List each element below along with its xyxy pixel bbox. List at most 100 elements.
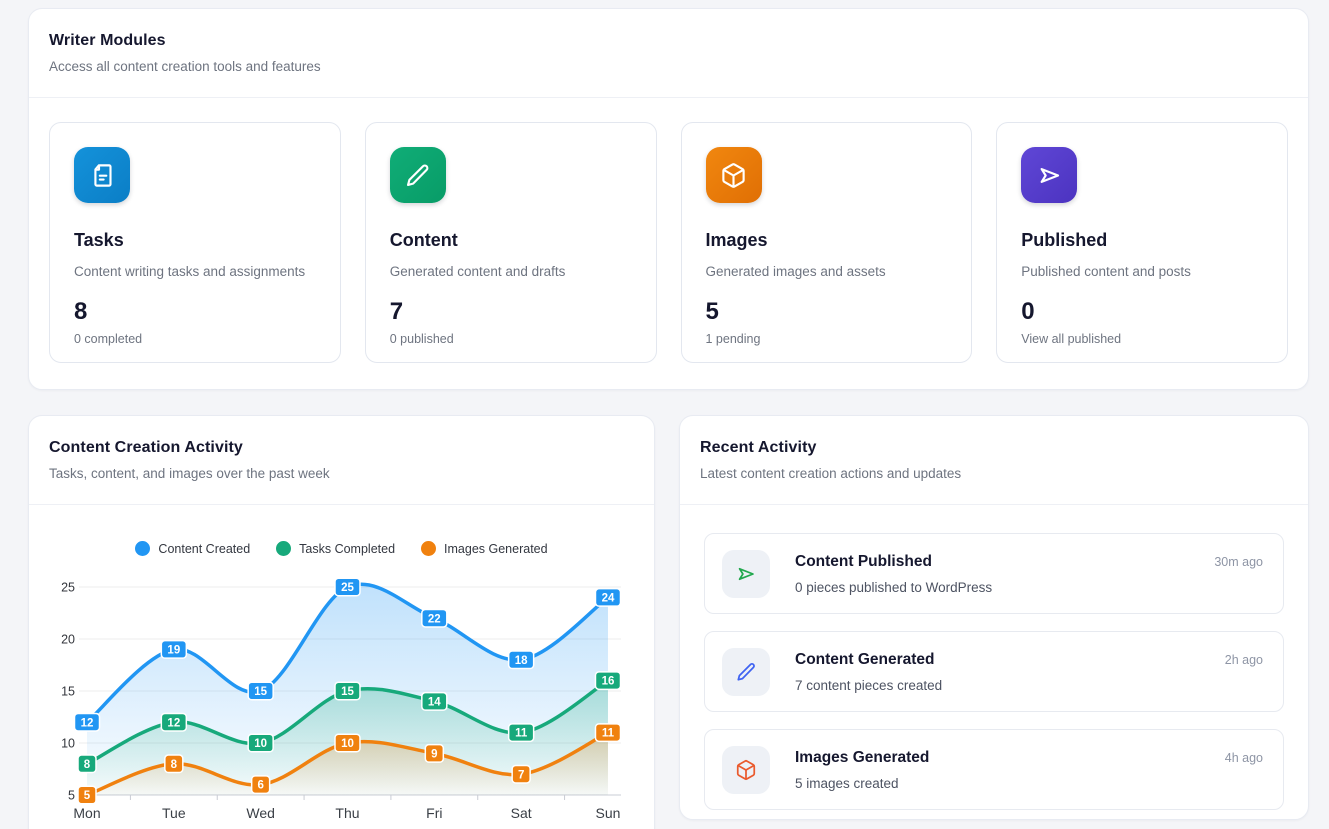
legend-label: Images Generated: [444, 541, 548, 556]
svg-text:24: 24: [602, 593, 615, 605]
module-card-images[interactable]: Images Generated images and assets 5 1 p…: [680, 122, 973, 363]
svg-text:11: 11: [602, 728, 615, 740]
svg-text:Thu: Thu: [335, 805, 359, 821]
recent-activity-list: Content Published 0 pieces published to …: [680, 505, 1308, 810]
recent-activity-title: Recent Activity: [700, 439, 817, 456]
activity-timestamp: 30m ago: [1214, 555, 1263, 569]
svg-text:14: 14: [428, 697, 441, 709]
svg-text:11: 11: [515, 728, 528, 740]
legend-item[interactable]: Images Generated: [421, 541, 548, 556]
module-substat: 0 published: [389, 332, 454, 346]
writer-modules-title: Writer Modules: [49, 32, 166, 49]
svg-text:15: 15: [61, 684, 75, 698]
activity-text: Content Generated 7 content pieces creat…: [795, 651, 942, 693]
svg-text:Wed: Wed: [246, 805, 275, 821]
legend-label: Content Created: [158, 541, 251, 556]
activity-description: 7 content pieces created: [795, 677, 943, 693]
chart-header: Content Creation Activity Tasks, content…: [29, 416, 654, 505]
svg-text:16: 16: [602, 676, 615, 688]
activity-item-content-generated[interactable]: Content Generated 7 content pieces creat…: [704, 631, 1284, 712]
svg-text:7: 7: [518, 769, 524, 781]
activity-title: Content Published: [795, 552, 932, 570]
svg-text:8: 8: [84, 759, 91, 771]
activity-line-chart: 5 10 15 20 25 Mon Tue Wed Thu Fri Sat Sun 12 19 15 25 22…: [29, 505, 654, 829]
send-icon: [1021, 147, 1078, 203]
file-text-icon: [74, 147, 130, 203]
activity-title: Images Generated: [795, 748, 930, 766]
module-description: Generated content and drafts: [389, 264, 566, 279]
writer-modules-header: Writer Modules Access all content creati…: [29, 9, 1308, 98]
svg-text:18: 18: [515, 655, 528, 667]
module-name: Content: [389, 230, 458, 250]
svg-text:25: 25: [341, 582, 354, 594]
svg-text:22: 22: [428, 613, 441, 625]
activity-item-images-generated[interactable]: Images Generated 5 images created 4h ago: [704, 729, 1284, 810]
content-creation-activity-card: Content Creation Activity Tasks, content…: [28, 415, 655, 829]
svg-text:9: 9: [431, 749, 437, 761]
chart-legend: Content Created Tasks Completed Images Gen…: [29, 541, 654, 556]
line-chart-canvas: 5 10 15 20 25 Mon Tue Wed Thu Fri Sat Sun 12 19 15 25 22…: [61, 577, 622, 821]
send-icon: [722, 549, 770, 598]
svg-text:Fri: Fri: [426, 805, 442, 821]
svg-text:20: 20: [61, 632, 75, 646]
activity-description: 5 images created: [795, 775, 899, 791]
svg-text:Tue: Tue: [162, 805, 186, 821]
svg-text:15: 15: [254, 686, 267, 698]
activity-description: 0 pieces published to WordPress: [795, 579, 993, 595]
legend-item[interactable]: Tasks Completed: [276, 541, 395, 556]
module-grid: Tasks Content writing tasks and assignme…: [29, 98, 1308, 387]
module-count: 8: [74, 298, 88, 325]
svg-text:10: 10: [341, 738, 354, 750]
svg-text:12: 12: [167, 717, 180, 729]
module-substat: 0 completed: [74, 332, 143, 346]
module-name: Published: [1021, 230, 1108, 250]
chart-title: Content Creation Activity: [49, 439, 243, 456]
module-count: 5: [705, 298, 719, 325]
recent-activity-header: Recent Activity Latest content creation …: [680, 416, 1308, 505]
svg-text:25: 25: [61, 580, 75, 594]
activity-title: Content Generated: [795, 650, 935, 668]
svg-text:10: 10: [61, 736, 75, 750]
svg-text:19: 19: [167, 645, 180, 657]
svg-text:12: 12: [81, 717, 94, 729]
svg-text:Sun: Sun: [596, 805, 621, 821]
module-name: Images: [705, 230, 768, 250]
module-description: Generated images and assets: [705, 264, 886, 279]
module-name: Tasks: [74, 230, 124, 250]
module-count: 7: [389, 298, 404, 325]
module-card-published[interactable]: Published Published content and posts 0 …: [996, 122, 1288, 363]
module-substat: View all published: [1021, 332, 1122, 346]
module-card-content[interactable]: Content Generated content and drafts 7 0…: [364, 122, 657, 363]
svg-text:5: 5: [84, 790, 91, 802]
svg-text:5: 5: [68, 788, 75, 802]
cube-icon: [705, 147, 762, 203]
activity-text: Content Published 0 pieces published to …: [795, 553, 992, 595]
svg-text:6: 6: [257, 780, 263, 792]
legend-item[interactable]: Content Created: [135, 541, 250, 556]
pencil-icon: [389, 147, 446, 203]
chart-subtitle: Tasks, content, and images over the past…: [49, 466, 330, 481]
legend-dot: [421, 541, 437, 556]
activity-text: Images Generated 5 images created: [795, 749, 929, 791]
module-substat: 1 pending: [705, 332, 761, 346]
recent-activity-subtitle: Latest content creation actions and upda…: [700, 466, 962, 481]
cube-icon: [722, 745, 770, 794]
svg-text:Mon: Mon: [73, 805, 100, 821]
recent-activity-card: Recent Activity Latest content creation …: [679, 415, 1309, 820]
activity-timestamp: 4h ago: [1224, 751, 1263, 765]
module-description: Content writing tasks and assignments: [74, 264, 306, 279]
legend-dot: [276, 541, 292, 556]
module-description: Published content and posts: [1021, 264, 1191, 279]
writer-modules-card: Writer Modules Access all content creati…: [28, 8, 1309, 390]
svg-text:8: 8: [171, 759, 178, 771]
activity-item-content-published[interactable]: Content Published 0 pieces published to …: [704, 533, 1284, 614]
module-card-tasks[interactable]: Tasks Content writing tasks and assignme…: [49, 122, 341, 363]
legend-label: Tasks Completed: [299, 541, 396, 556]
module-count: 0: [1021, 298, 1035, 325]
legend-dot: [135, 541, 151, 556]
writer-modules-subtitle: Access all content creation tools and fe…: [49, 59, 321, 74]
svg-text:10: 10: [254, 738, 267, 750]
activity-timestamp: 2h ago: [1224, 653, 1263, 667]
svg-text:Sat: Sat: [511, 805, 532, 821]
svg-text:15: 15: [341, 686, 354, 698]
